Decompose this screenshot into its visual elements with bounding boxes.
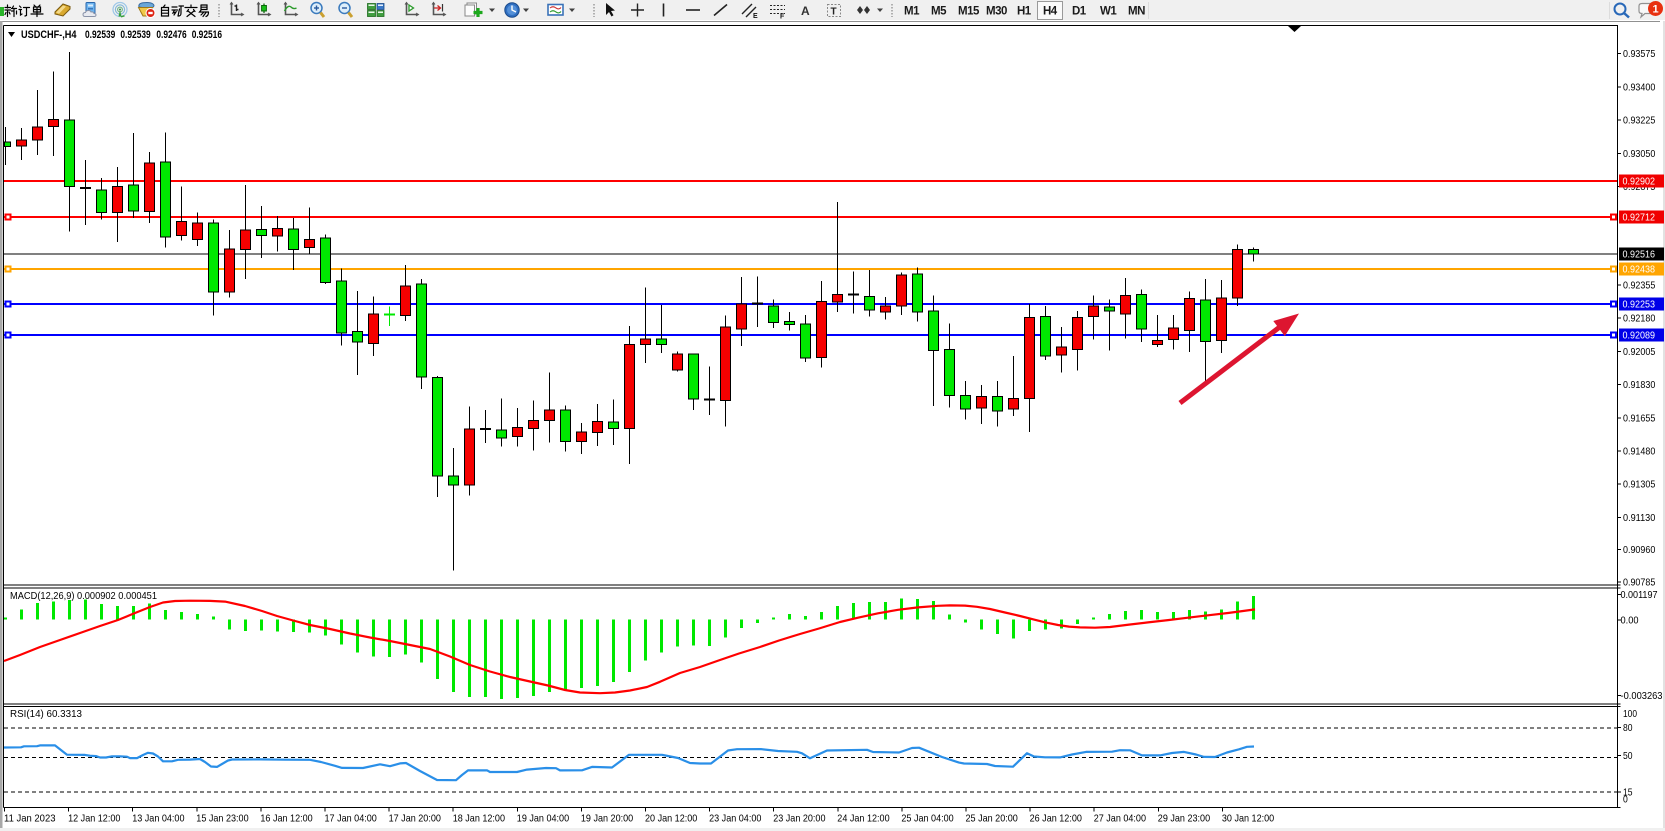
svg-text:13 Jan 04:00: 13 Jan 04:00	[132, 812, 184, 824]
svg-text:0: 0	[1623, 794, 1628, 806]
svg-text:0.91655: 0.91655	[1623, 412, 1655, 424]
svg-text:MN: MN	[1128, 6, 1145, 18]
svg-text:18 Jan 12:00: 18 Jan 12:00	[453, 812, 505, 824]
svg-text:0.91830: 0.91830	[1623, 379, 1655, 391]
svg-text:RSI(14) 60.3313: RSI(14) 60.3313	[10, 708, 82, 720]
svg-text:11 Jan 2023: 11 Jan 2023	[4, 812, 56, 824]
svg-text:100: 100	[1623, 708, 1637, 720]
svg-text:M1: M1	[904, 6, 920, 18]
svg-text:25 Jan 20:00: 25 Jan 20:00	[966, 812, 1018, 824]
svg-text:T: T	[831, 7, 837, 18]
svg-text:E: E	[753, 13, 758, 20]
svg-text:0.92516: 0.92516	[1623, 249, 1656, 261]
svg-text:27 Jan 04:00: 27 Jan 04:00	[1094, 812, 1146, 824]
svg-text:H4: H4	[1043, 6, 1058, 18]
svg-text:24 Jan 12:00: 24 Jan 12:00	[837, 812, 889, 824]
svg-text:-0.003263: -0.003263	[1621, 690, 1663, 702]
svg-text:0.90960: 0.90960	[1623, 544, 1655, 556]
svg-text:D1: D1	[1072, 6, 1087, 18]
svg-text:29 Jan 23:00: 29 Jan 23:00	[1158, 812, 1210, 824]
svg-text:W1: W1	[1100, 6, 1117, 18]
svg-text:16 Jan 12:00: 16 Jan 12:00	[260, 812, 312, 824]
svg-text:0.93400: 0.93400	[1623, 81, 1655, 93]
svg-text:MACD(12,26,9) 0.000902 0.00045: MACD(12,26,9) 0.000902 0.000451	[10, 590, 157, 602]
svg-text:0.91130: 0.91130	[1623, 512, 1655, 524]
svg-text:23 Jan 20:00: 23 Jan 20:00	[773, 812, 825, 824]
svg-text:0.92712: 0.92712	[1623, 212, 1656, 224]
svg-text:0.92902: 0.92902	[1623, 176, 1656, 188]
svg-text:H1: H1	[1017, 6, 1032, 18]
svg-text:15 Jan 23:00: 15 Jan 23:00	[196, 812, 248, 824]
svg-text:17 Jan 20:00: 17 Jan 20:00	[389, 812, 441, 824]
svg-text:17 Jan 04:00: 17 Jan 04:00	[325, 812, 377, 824]
svg-text:0.92180: 0.92180	[1623, 313, 1655, 325]
svg-text:0.92005: 0.92005	[1623, 346, 1655, 358]
svg-text:A: A	[801, 4, 810, 18]
svg-text:26 Jan 12:00: 26 Jan 12:00	[1030, 812, 1082, 824]
svg-text:0.92438: 0.92438	[1623, 264, 1656, 276]
svg-text:0.00: 0.00	[1621, 615, 1639, 627]
svg-text:12 Jan 12:00: 12 Jan 12:00	[68, 812, 120, 824]
svg-text:0.90785: 0.90785	[1623, 576, 1655, 588]
svg-text:1: 1	[1652, 4, 1658, 16]
svg-text:30 Jan 12:00: 30 Jan 12:00	[1222, 812, 1274, 824]
svg-text:0.93225: 0.93225	[1623, 115, 1655, 127]
svg-text:0.91480: 0.91480	[1623, 446, 1655, 458]
svg-text:15: 15	[1623, 787, 1633, 799]
svg-text:0.92539: 0.92539	[85, 29, 115, 41]
svg-text:25 Jan 04:00: 25 Jan 04:00	[901, 812, 953, 824]
svg-text:19 Jan 20:00: 19 Jan 20:00	[581, 812, 633, 824]
svg-text:F: F	[780, 14, 785, 21]
svg-text:M30: M30	[986, 6, 1007, 18]
svg-text:0.93575: 0.93575	[1623, 48, 1655, 60]
svg-text:20 Jan 12:00: 20 Jan 12:00	[645, 812, 697, 824]
svg-text:0.92253: 0.92253	[1623, 299, 1656, 311]
svg-text:0.91305: 0.91305	[1623, 479, 1655, 491]
svg-text:0.92476: 0.92476	[156, 29, 186, 41]
svg-text:M15: M15	[958, 6, 980, 18]
svg-text:USDCHF-,H4: USDCHF-,H4	[21, 29, 77, 41]
svg-text:0.92089: 0.92089	[1623, 330, 1656, 342]
svg-text:50: 50	[1623, 750, 1633, 762]
svg-text:0.92516: 0.92516	[192, 29, 222, 41]
svg-text:0.93050: 0.93050	[1623, 148, 1655, 160]
svg-text:0.001197: 0.001197	[1621, 589, 1658, 601]
svg-text:80: 80	[1623, 722, 1633, 734]
svg-text:0.92355: 0.92355	[1623, 280, 1655, 292]
svg-text:23 Jan 04:00: 23 Jan 04:00	[709, 812, 761, 824]
svg-text:0.92539: 0.92539	[120, 29, 150, 41]
svg-text:M5: M5	[931, 6, 947, 18]
svg-text:19 Jan 04:00: 19 Jan 04:00	[517, 812, 569, 824]
